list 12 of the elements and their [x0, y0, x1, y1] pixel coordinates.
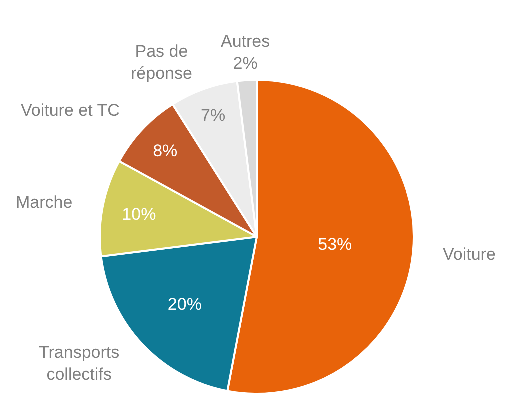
- data-label: 20%: [168, 295, 202, 314]
- data-label: 10%: [122, 205, 156, 224]
- slice-label: Voiture et TC: [21, 101, 120, 120]
- slice-label: Pas de réponse: [131, 42, 192, 84]
- data-label: 8%: [153, 141, 178, 160]
- slice-label: Autres: [221, 32, 270, 51]
- data-label: 7%: [201, 106, 226, 126]
- data-label: 53%: [318, 234, 352, 254]
- slice-label: Transports collectifs: [39, 343, 120, 384]
- slice-label: Marche: [16, 193, 73, 212]
- slice-label: Voiture: [443, 245, 496, 264]
- data-label: 2%: [233, 54, 258, 74]
